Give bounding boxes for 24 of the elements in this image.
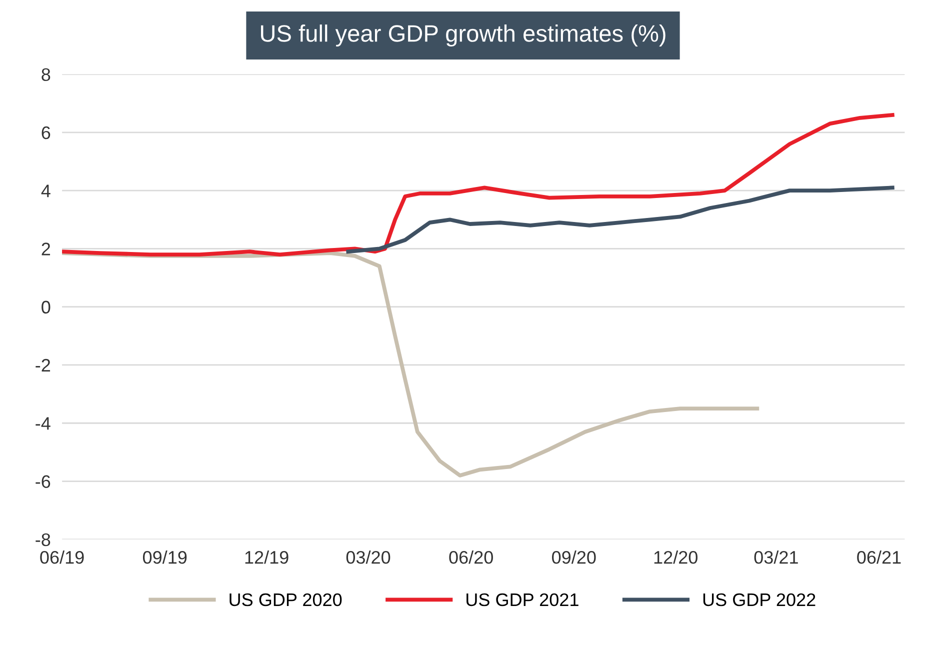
y-tick-label: 2 [42, 242, 50, 256]
y-tick-label: 4 [41, 184, 50, 198]
chart-title: US full year GDP growth estimates (%) [261, 24, 666, 47]
y-tick-label: -8 [36, 533, 50, 546]
y-tick-label: 6 [42, 126, 50, 140]
y-tick-label: 8 [42, 68, 50, 82]
legend-label: US GDP 2021 [466, 593, 578, 606]
x-tick-label: 12/19 [245, 550, 288, 564]
legend-label: US GDP 2022 [703, 593, 816, 606]
x-tick-label: 09/19 [142, 550, 187, 564]
x-tick-label: 03/21 [754, 550, 798, 564]
x-tick-label: 09/20 [552, 550, 596, 564]
y-tick-label: -2 [36, 358, 50, 372]
x-tick-label: 06/19 [40, 550, 84, 564]
y-tick-label: -6 [36, 475, 50, 488]
line-series [346, 186, 894, 254]
x-tick-label: 03/20 [346, 550, 390, 564]
line-series [62, 113, 894, 256]
x-tick-label: 06/20 [449, 550, 493, 564]
x-tick-label: 12/20 [654, 550, 698, 564]
legend-label: US GDP 2020 [230, 593, 342, 606]
y-tick-label: -4 [36, 417, 50, 430]
x-tick-label: 06/21 [857, 550, 901, 564]
y-tick-label: 0 [42, 300, 50, 314]
